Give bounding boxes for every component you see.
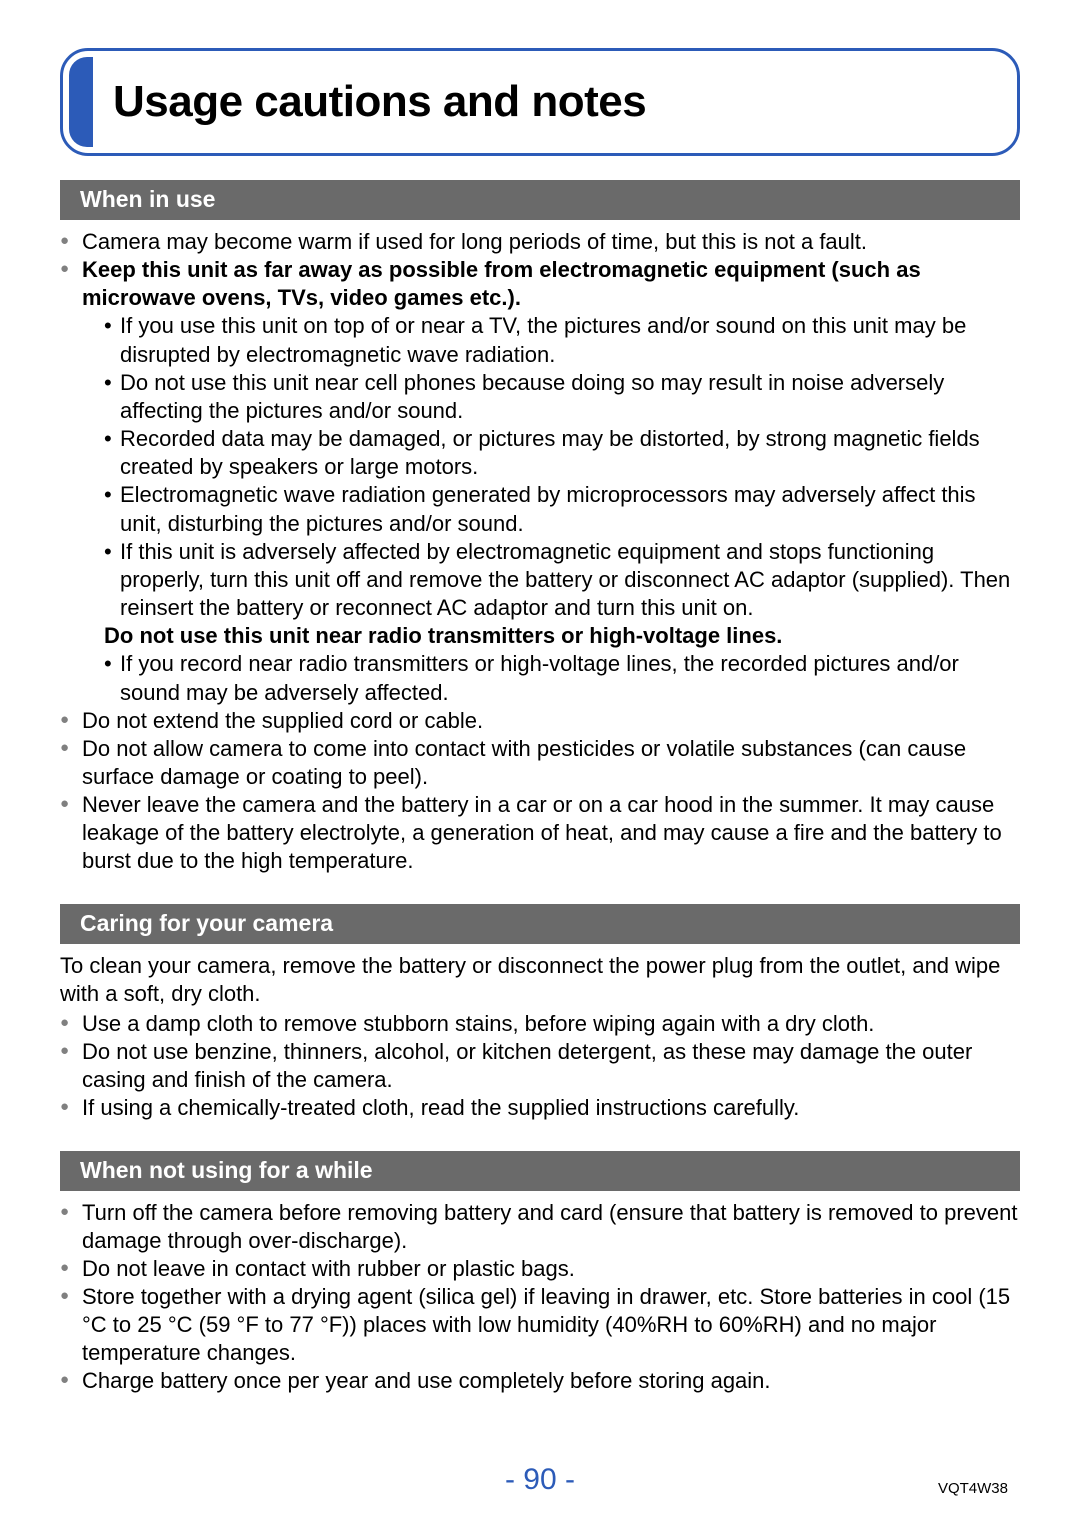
bullet-list: Turn off the camera before removing batt…	[60, 1199, 1020, 1396]
page-title: Usage cautions and notes	[93, 51, 666, 153]
list-item: Turn off the camera before removing batt…	[60, 1199, 1020, 1255]
list-item: If you use this unit on top of or near a…	[104, 312, 1020, 368]
section-content: Camera may become warm if used for long …	[60, 228, 1020, 876]
sub-heading-bold: Do not use this unit near radio transmit…	[82, 622, 1020, 650]
list-item: Electromagnetic wave radiation generated…	[104, 481, 1020, 537]
list-item: Do not use benzine, thinners, alcohol, o…	[60, 1038, 1020, 1094]
list-item: If this unit is adversely affected by el…	[104, 538, 1020, 622]
list-item: Camera may become warm if used for long …	[60, 228, 1020, 256]
list-item: Do not allow camera to come into contact…	[60, 735, 1020, 791]
list-item: Do not extend the supplied cord or cable…	[60, 707, 1020, 735]
list-item: Recorded data may be damaged, or picture…	[104, 425, 1020, 481]
list-item: Keep this unit as far away as possible f…	[60, 256, 1020, 707]
intro-text: To clean your camera, remove the battery…	[60, 952, 1020, 1008]
list-item: Do not leave in contact with rubber or p…	[60, 1255, 1020, 1283]
section-content: To clean your camera, remove the battery…	[60, 952, 1020, 1123]
list-item: Never leave the camera and the battery i…	[60, 791, 1020, 875]
list-item: Store together with a drying agent (sili…	[60, 1283, 1020, 1367]
manual-page: Usage cautions and notes When in use Cam…	[0, 0, 1080, 1436]
sub-list: If you record near radio transmitters or…	[82, 650, 1020, 706]
page-number: - 90 -	[505, 1463, 575, 1496]
section-content: Turn off the camera before removing batt…	[60, 1199, 1020, 1396]
bullet-list: Camera may become warm if used for long …	[60, 228, 1020, 876]
sub-list: If you use this unit on top of or near a…	[82, 312, 1020, 622]
list-item: If you record near radio transmitters or…	[104, 650, 1020, 706]
list-item: If using a chemically-treated cloth, rea…	[60, 1094, 1020, 1122]
list-item: Do not use this unit near cell phones be…	[104, 369, 1020, 425]
document-code: VQT4W38	[938, 1480, 1008, 1497]
list-item: Charge battery once per year and use com…	[60, 1367, 1020, 1395]
list-item: Use a damp cloth to remove stubborn stai…	[60, 1010, 1020, 1038]
page-title-box: Usage cautions and notes	[60, 48, 1020, 156]
page-footer: - 90 - VQT4W38	[0, 1463, 1080, 1497]
bullet-list: Use a damp cloth to remove stubborn stai…	[60, 1010, 1020, 1123]
title-accent-bar	[69, 57, 93, 147]
section-heading-caring: Caring for your camera	[60, 904, 1020, 944]
section-heading-not-using: When not using for a while	[60, 1151, 1020, 1191]
section-heading-when-in-use: When in use	[60, 180, 1020, 220]
